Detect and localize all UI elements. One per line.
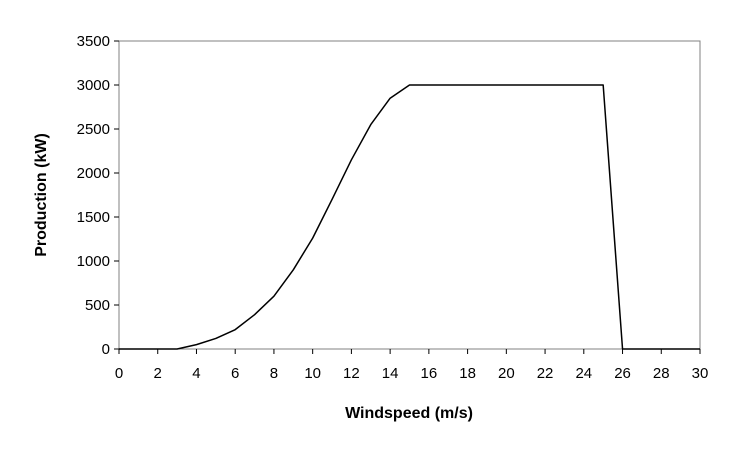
- y-tick-label: 0: [102, 341, 110, 358]
- x-tick-label: 16: [421, 365, 438, 382]
- x-tick-label: 20: [498, 365, 515, 382]
- plot-area: [118, 40, 701, 350]
- y-tick-label: 2500: [77, 121, 110, 138]
- y-tick-label: 1000: [77, 253, 110, 270]
- x-tick-label: 22: [537, 365, 554, 382]
- y-axis-title: Production (kW): [33, 133, 50, 257]
- x-tick-label: 6: [231, 365, 239, 382]
- y-tick-label: 3500: [77, 33, 110, 50]
- y-tick-label: 500: [85, 297, 110, 314]
- x-tick-label: 0: [115, 365, 123, 382]
- y-axis-ticks: 0 500 1000 1500 2000 2500 3000 3500: [77, 33, 119, 358]
- series-group: [119, 84, 700, 350]
- series-line-1: [119, 84, 700, 350]
- x-tick-label: 18: [459, 365, 476, 382]
- x-tick-label: 26: [614, 365, 631, 382]
- x-tick-label: 14: [382, 365, 399, 382]
- y-tick-label: 2000: [77, 165, 110, 182]
- x-tick-label: 4: [192, 365, 200, 382]
- x-axis-title: Windspeed (m/s): [345, 405, 473, 422]
- x-tick-label: 30: [692, 365, 709, 382]
- x-tick-label: 12: [343, 365, 360, 382]
- y-tick-label: 1500: [77, 209, 110, 226]
- x-tick-label: 24: [575, 365, 592, 382]
- x-tick-label: 10: [304, 365, 321, 382]
- x-tick-label: 2: [154, 365, 162, 382]
- x-tick-label: 8: [270, 365, 278, 382]
- x-tick-label: 28: [653, 365, 670, 382]
- y-tick-label: 3000: [77, 77, 110, 94]
- x-axis-ticks: 0 2 4 6 8 10 12 14 16 18 20 22 24 26 28 30: [115, 349, 709, 382]
